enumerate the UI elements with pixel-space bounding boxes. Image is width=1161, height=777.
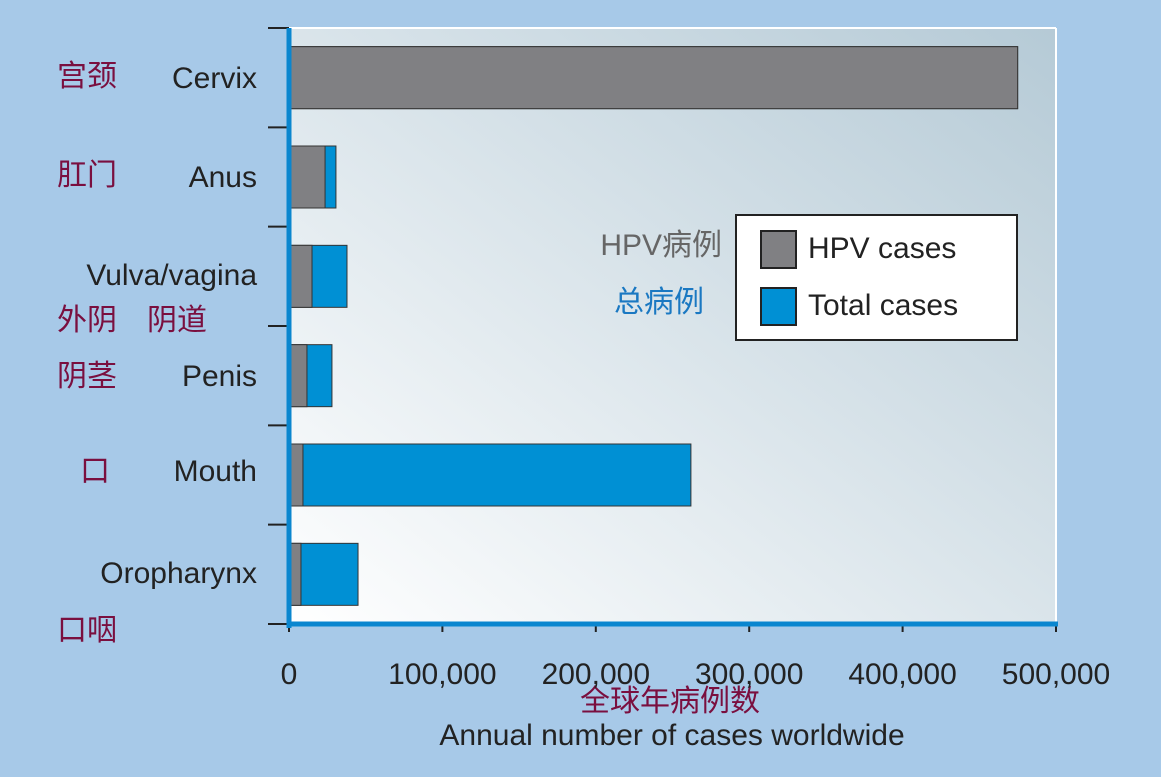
legend-swatch <box>760 287 797 326</box>
x-tick-label: 100,000 <box>388 658 496 691</box>
y-tick-label-note: 口 <box>80 455 110 488</box>
bar <box>288 145 326 209</box>
x-tick-label: 0 <box>281 658 298 691</box>
y-tick-label-note: 阴茎 <box>57 360 117 393</box>
y-tick-label-note: 口咽 <box>57 614 117 647</box>
x-axis-label-note: 全球年病例数 <box>580 685 760 718</box>
legend-note: 总病例 <box>614 286 704 319</box>
y-tick-label-note: 宫颈 <box>57 60 117 93</box>
y-tick-label: Anus <box>189 161 257 194</box>
y-tick-label: Oropharynx <box>100 557 257 590</box>
legend-note: HPV病例 <box>600 229 722 262</box>
x-tick-label: 300,000 <box>695 658 803 691</box>
y-tick-label: Mouth <box>174 455 257 488</box>
x-axis-label: Annual number of cases worldwide <box>439 719 904 752</box>
bar <box>288 46 1019 110</box>
legend: HPV cases Total cases <box>735 214 1018 341</box>
bar <box>288 344 308 408</box>
y-tick-label: Vulva/vagina <box>86 259 257 292</box>
y-tick-label: Cervix <box>172 62 257 95</box>
bar <box>288 244 313 308</box>
y-tick-label-note: 外阴 阴道 <box>57 304 207 337</box>
legend-swatch <box>760 230 797 269</box>
x-tick-label: 400,000 <box>848 658 956 691</box>
legend-label: HPV cases <box>808 232 956 265</box>
y-tick-label-note: 肛门 <box>57 159 117 192</box>
y-tick-label: Penis <box>182 360 257 393</box>
x-tick-label: 200,000 <box>542 658 650 691</box>
bar <box>288 443 692 507</box>
x-tick-label: 500,000 <box>1002 658 1110 691</box>
legend-label: Total cases <box>808 289 958 322</box>
